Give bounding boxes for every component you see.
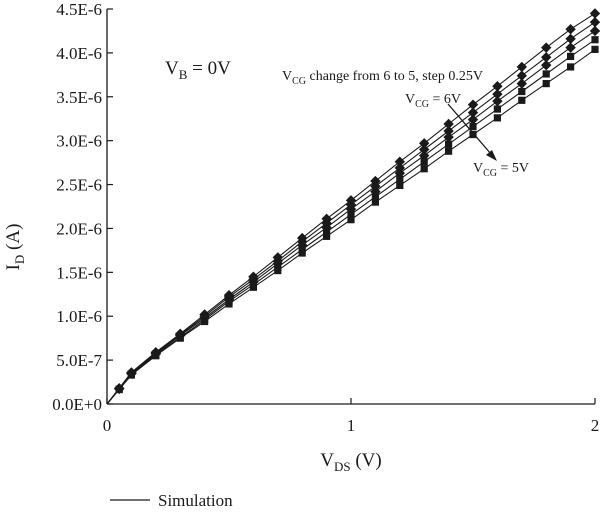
data-point-diamond — [541, 42, 552, 53]
x-axis-title-unit: (V) — [351, 450, 382, 471]
data-point-square — [493, 114, 501, 122]
data-point-square — [591, 45, 599, 53]
series-line — [106, 12, 596, 405]
y-axis-title-unit: (A) — [3, 224, 24, 255]
data-point-diamond — [565, 33, 576, 45]
data-point-square — [469, 130, 477, 139]
data-point-diamond — [589, 16, 600, 28]
y-tick-label: 5.0E-7 — [56, 351, 102, 370]
annotation-vcg-change: VCG change from 6 to 5, step 0.25V — [282, 69, 483, 87]
data-point-square — [420, 158, 428, 166]
legend-label: Simulation — [158, 491, 233, 510]
data-point-diamond — [394, 156, 405, 167]
data-point-square — [298, 249, 306, 257]
data-point-diamond — [516, 70, 527, 81]
x-axis-title-main: V — [320, 450, 334, 471]
data-point-square — [323, 228, 331, 236]
data-point-diamond — [443, 118, 454, 130]
data-point-square — [371, 198, 379, 206]
axis-ticks: 0.0E+0 5.0E-7 1.0E-6 1.5E-6 2.0E-6 2.5E-6 3.0E… — [52, 0, 599, 435]
data-point-square — [542, 80, 550, 88]
data-point-diamond — [589, 8, 600, 19]
data-point-square — [469, 123, 477, 131]
axes — [106, 9, 595, 405]
x-tick-label: 2 — [591, 416, 600, 435]
data-point-diamond — [492, 88, 503, 100]
data-point-square — [567, 52, 575, 60]
annotation-vb: VB = 0V — [165, 58, 231, 82]
data-point-square — [371, 193, 379, 201]
data-point-diamond — [565, 23, 576, 35]
data-point-square — [567, 63, 575, 71]
series-line — [106, 30, 596, 405]
y-axis-title: ID (A) — [3, 224, 27, 271]
y-tick-label: 4.0E-6 — [56, 44, 102, 63]
data-point-square — [225, 300, 233, 308]
data-point-diamond — [443, 125, 454, 137]
data-point-square — [396, 175, 404, 183]
data-point-square — [591, 36, 599, 44]
data-point-square — [542, 70, 550, 78]
annotation-vcg-6: VCG = 6V — [405, 92, 461, 110]
data-point-diamond — [467, 107, 479, 118]
data-point-square — [396, 181, 404, 190]
y-tick-label: 3.5E-6 — [56, 88, 102, 107]
data-point-square — [347, 210, 355, 218]
data-point-diamond — [370, 181, 381, 192]
data-point-diamond — [541, 52, 552, 63]
annotation-arrowhead — [486, 150, 497, 161]
data-point-square — [152, 352, 160, 360]
data-point-square — [518, 87, 526, 96]
y-tick-label: 1.0E-6 — [56, 307, 102, 326]
y-tick-label: 0.0E+0 — [52, 395, 102, 414]
series-line — [106, 48, 596, 405]
data-point-diamond — [419, 144, 430, 155]
data-point-square — [323, 232, 331, 240]
data-point-square — [445, 140, 453, 148]
annotation-vcg-5: VCG = 5V — [473, 161, 529, 179]
data-point-square — [420, 165, 428, 173]
y-axis-title-sub: D — [12, 255, 27, 264]
data-point-diamond — [492, 95, 503, 107]
y-tick-label: 1.5E-6 — [56, 263, 102, 282]
x-axis-title-sub: DS — [334, 459, 351, 474]
data-point-diamond — [516, 61, 527, 73]
data-point-square — [127, 371, 135, 379]
data-point-square — [347, 216, 355, 224]
data-point-diamond — [443, 131, 454, 143]
series-layer — [106, 8, 600, 405]
data-point-square — [176, 334, 184, 342]
y-axis-title-main: I — [3, 264, 24, 270]
y-tick-label: 3.0E-6 — [56, 132, 102, 151]
series-line — [106, 21, 596, 405]
data-point-square — [518, 96, 526, 104]
data-point-square — [201, 317, 209, 326]
data-point-diamond — [565, 42, 576, 53]
data-point-diamond — [516, 78, 527, 89]
data-point-diamond — [589, 25, 600, 37]
x-tick-label: 0 — [103, 416, 112, 435]
data-point-diamond — [370, 175, 381, 187]
annotation-arrow — [447, 103, 492, 155]
y-tick-label: 4.5E-6 — [56, 0, 102, 19]
data-point-square — [493, 105, 501, 113]
data-point-diamond — [541, 59, 552, 71]
data-point-square — [274, 266, 282, 275]
x-tick-label: 1 — [347, 416, 356, 435]
data-point-diamond — [419, 138, 430, 149]
series-line — [106, 39, 596, 405]
data-point-diamond — [467, 114, 479, 125]
data-point-diamond — [492, 81, 503, 92]
data-point-square — [445, 147, 453, 155]
y-tick-label: 2.5E-6 — [56, 176, 102, 195]
x-axis-title: VDS (V) — [320, 450, 382, 474]
data-point-diamond — [345, 203, 357, 215]
data-point-square — [249, 283, 257, 291]
data-point-square — [115, 385, 123, 394]
data-point-diamond — [467, 99, 479, 110]
data-point-diamond — [394, 162, 405, 174]
y-tick-label: 2.0E-6 — [56, 219, 102, 238]
